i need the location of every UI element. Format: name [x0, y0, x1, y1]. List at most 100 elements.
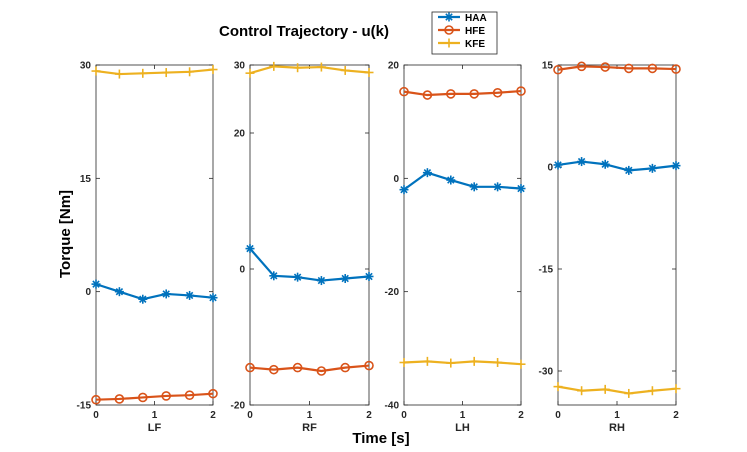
point-lh-kfe-1: [422, 356, 432, 366]
point-rf-kfe-3: [316, 62, 326, 72]
point-rf-hfe-1: [268, 364, 279, 375]
point-rh-hfe-3: [623, 63, 634, 74]
chart-title: Control Trajectory - u(k): [219, 23, 389, 40]
ytick-label-rh-0: -30: [539, 367, 554, 378]
point-lf-haa-4: [185, 290, 195, 300]
ytick-label-rf-1: 0: [239, 265, 245, 276]
point-lf-hfe-2: [138, 392, 148, 403]
point-lh-kfe-5: [516, 359, 526, 369]
legend-box: [431, 11, 498, 55]
ytick-label-rh-3: 15: [542, 61, 554, 72]
point-rh-hfe-2: [600, 62, 611, 72]
point-lh-hfe-3: [469, 89, 480, 99]
point-lf-kfe-1: [114, 69, 124, 79]
point-rh-hfe-1: [576, 61, 587, 72]
xtick-label-lh-1: 1: [460, 410, 466, 421]
point-lh-haa-0: [399, 185, 409, 195]
point-lh-kfe-4: [493, 358, 503, 367]
point-rf-kfe-2: [293, 63, 303, 73]
point-rf-hfe-0: [245, 362, 255, 373]
point-rf-haa-3: [316, 276, 326, 286]
point-lf-haa-2: [138, 294, 148, 304]
legend-label-hfe: HFE: [465, 26, 485, 37]
axes-box-lf: [95, 64, 214, 406]
point-lh-haa-3: [469, 182, 479, 192]
ytick-label-lf-1: 0: [85, 287, 91, 298]
legend-marker-hfe: [444, 25, 454, 35]
point-lh-hfe-0: [399, 86, 409, 97]
point-lf-haa-5: [208, 293, 218, 303]
point-lh-kfe-2: [446, 358, 456, 368]
xtick-label-rh-1: 1: [614, 410, 620, 421]
point-rf-hfe-2: [292, 362, 303, 373]
xtick-label-rf-2: 2: [366, 410, 372, 421]
xtick-label-rh-2: 2: [673, 410, 679, 421]
xtick-label-lh-0: 0: [401, 410, 407, 421]
point-rf-hfe-4: [340, 362, 351, 373]
legend-label-haa: HAA: [465, 13, 487, 24]
point-lh-kfe-0: [399, 358, 409, 367]
ytick-label-lh-3: 20: [388, 61, 400, 72]
point-rh-kfe-3: [624, 388, 634, 398]
ytick-label-rh-2: 0: [547, 163, 553, 174]
axes-box-rh: [557, 64, 677, 406]
point-lf-kfe-2: [138, 68, 148, 78]
ytick-label-rf-0: -20: [231, 401, 246, 412]
point-rf-kfe-5: [364, 67, 374, 77]
point-rf-hfe-3: [316, 366, 327, 376]
point-rf-kfe-1: [269, 61, 279, 71]
point-rf-kfe-4: [340, 65, 350, 75]
ytick-label-lf-3: 30: [80, 61, 92, 72]
ytick-label-rf-2: 20: [234, 129, 246, 140]
panel-label-rf: RF: [302, 422, 317, 434]
xtick-label-lh-2: 2: [518, 410, 524, 421]
point-lf-kfe-5: [208, 65, 218, 75]
point-lh-haa-2: [446, 175, 456, 185]
point-rh-kfe-1: [577, 386, 587, 396]
point-lh-haa-1: [422, 168, 432, 178]
point-lf-haa-1: [114, 287, 124, 297]
point-lh-hfe-5: [516, 86, 526, 96]
point-rf-haa-1: [269, 271, 279, 281]
panel-label-rh: RH: [609, 422, 625, 434]
panel-rh: -30 -15 0 15 0 1 2 RH: [539, 61, 681, 434]
point-lf-kfe-0: [91, 66, 101, 76]
axes-box-lh: [403, 64, 522, 406]
point-rf-haa-0: [245, 244, 255, 254]
x-axis-label: Time [s]: [352, 430, 409, 447]
panel-label-lh: LH: [455, 422, 470, 434]
point-lf-hfe-3: [161, 391, 171, 401]
point-lh-kfe-3: [469, 356, 479, 366]
ytick-label-lf-0: -15: [77, 401, 92, 412]
point-rh-haa-5: [671, 161, 681, 171]
point-lf-hfe-4: [184, 390, 195, 400]
panel-lh: -40 -20 0 20 0 1 2 LH: [385, 61, 526, 434]
legend: HAA HFE KFE: [431, 11, 498, 55]
xtick-label-lf-2: 2: [210, 410, 216, 421]
point-lh-hfe-4: [492, 87, 503, 98]
ytick-label-lh-2: 0: [393, 174, 399, 185]
point-lh-haa-5: [516, 184, 526, 194]
point-rh-kfe-4: [647, 386, 657, 396]
point-rh-haa-4: [647, 163, 657, 173]
point-rh-kfe-5: [671, 384, 681, 394]
ytick-label-rf-3: 30: [234, 61, 246, 72]
point-rf-haa-4: [340, 274, 350, 284]
xtick-label-rh-0: 0: [555, 410, 561, 421]
point-lf-hfe-5: [208, 388, 218, 399]
point-lf-kfe-3: [161, 68, 171, 78]
point-rf-hfe-5: [364, 360, 374, 371]
legend-marker-kfe: [444, 38, 454, 48]
ytick-label-lh-1: -20: [385, 287, 400, 298]
xtick-label-lf-0: 0: [93, 410, 99, 421]
point-rh-kfe-0: [553, 382, 563, 392]
xtick-label-lf-1: 1: [152, 410, 158, 421]
point-rh-haa-2: [600, 159, 610, 169]
point-rh-hfe-0: [553, 64, 563, 75]
point-lf-hfe-1: [114, 394, 125, 404]
point-lf-hfe-0: [91, 394, 101, 405]
point-rh-haa-1: [577, 157, 587, 167]
ytick-label-lf-2: 15: [80, 174, 92, 185]
xtick-label-rf-0: 0: [247, 410, 253, 421]
